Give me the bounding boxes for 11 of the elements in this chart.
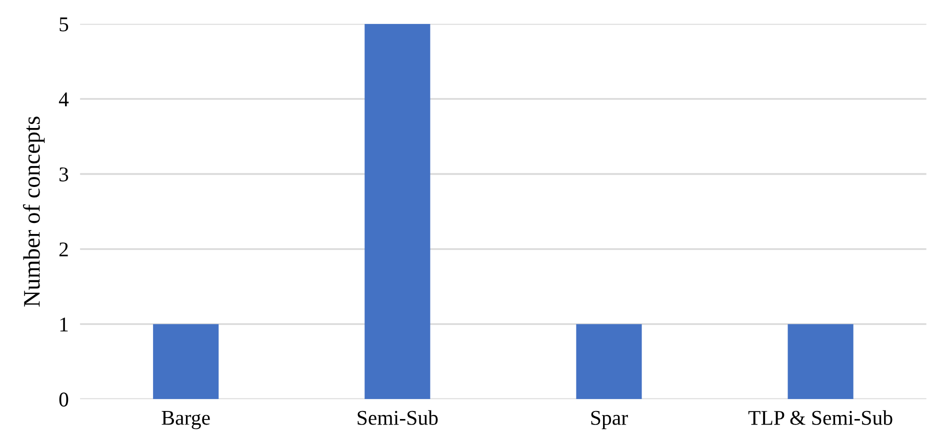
- y-tick-label: 3: [60, 167, 68, 182]
- y-axis-title: Number of concepts: [22, 116, 45, 307]
- y-tick-label: 0: [59, 392, 68, 407]
- y-tick-label: 5: [60, 18, 68, 32]
- y-tick-label: 1: [60, 318, 68, 332]
- x-tick-label: Barge: [162, 411, 210, 430]
- y-tick-label: 4: [58, 92, 69, 106]
- y-tick-label: 2: [59, 242, 68, 256]
- x-tick-label: Spar: [591, 410, 628, 430]
- x-tick-label: TLP & Semi-Sub: [748, 410, 892, 425]
- x-tick-label: Semi-Sub: [358, 410, 438, 425]
